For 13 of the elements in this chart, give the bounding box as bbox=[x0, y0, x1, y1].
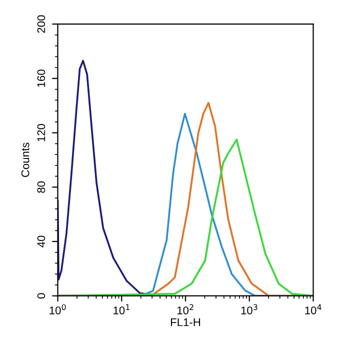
y-tick-label: 40 bbox=[37, 236, 46, 248]
x-tick-label: 10$^{1}$ bbox=[114, 304, 130, 314]
y-tick-label: 80 bbox=[37, 181, 46, 193]
x-tick-label: 10$^{3}$ bbox=[241, 304, 258, 314]
x-axis-title: FL1-H bbox=[170, 318, 200, 326]
x-tick-label: 10$^{2}$ bbox=[177, 304, 194, 314]
x-tick-label: 10$^{4}$ bbox=[305, 304, 322, 314]
y-tick-label: 200 bbox=[37, 15, 46, 33]
y-tick-label: 0 bbox=[37, 293, 46, 298]
y-axis-title: Counts bbox=[21, 142, 30, 177]
y-tick-label: 120 bbox=[37, 124, 46, 142]
y-tick-label: 160 bbox=[37, 70, 46, 87]
x-tick-label: 10$^{0}$ bbox=[50, 304, 66, 314]
